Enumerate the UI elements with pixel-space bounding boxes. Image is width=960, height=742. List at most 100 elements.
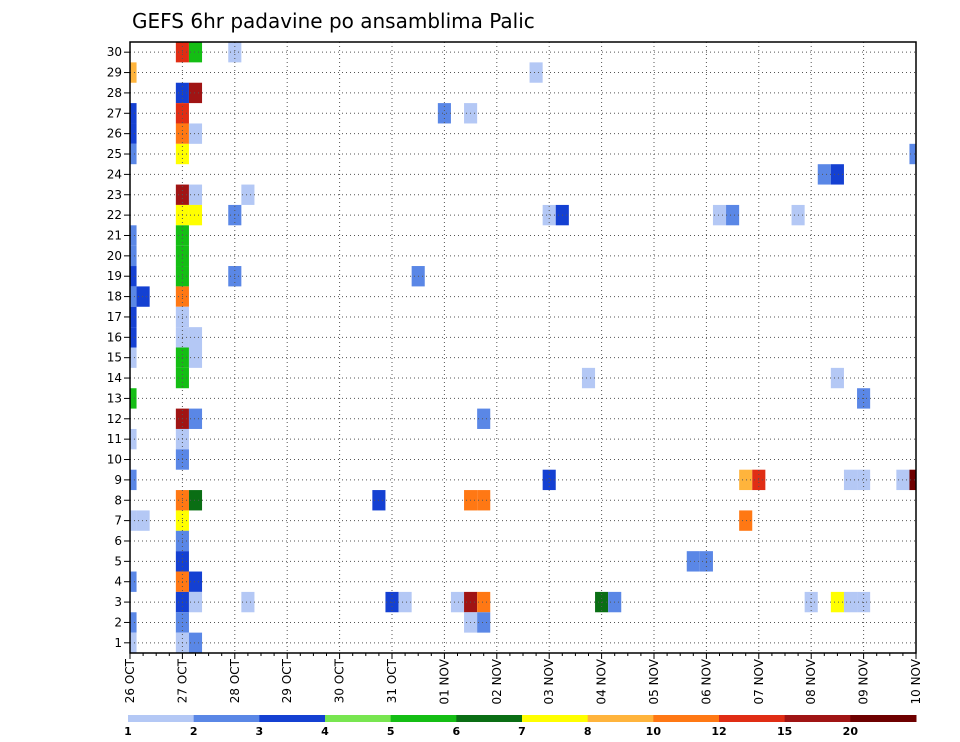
heatmap-cell [130, 306, 137, 328]
x-tick-label: 02 NOV [490, 658, 504, 704]
heatmap-cell [830, 367, 844, 389]
y-tick-label: 3 [114, 595, 122, 609]
colorbar-label: 6 [453, 725, 461, 738]
y-tick-label: 6 [114, 534, 122, 548]
y-tick-label: 27 [107, 106, 122, 120]
colorbar-label: 20 [843, 725, 859, 738]
heatmap-cell [398, 591, 412, 613]
heatmap-cell [136, 286, 150, 307]
colorbar-swatch [719, 715, 786, 722]
heatmap-cell [188, 42, 203, 63]
x-tick-label: 28 OCT [228, 658, 242, 703]
colorbar-swatch [653, 715, 720, 722]
heatmap-cell [130, 612, 137, 633]
heatmap-cell [130, 123, 137, 144]
heatmap-cell [909, 143, 916, 165]
colorbar-swatch [784, 715, 851, 722]
y-tick-label: 11 [107, 432, 122, 446]
y-tick-label: 1 [114, 636, 122, 650]
x-tick-label: 04 NOV [595, 658, 609, 704]
heatmap-cell [130, 571, 137, 592]
heatmap-cell [130, 428, 137, 450]
heatmap-cell [188, 591, 203, 613]
heatmap-cell [437, 103, 451, 124]
y-tick-label: 8 [114, 493, 122, 507]
heatmap-cell [130, 143, 137, 165]
y-tick-label: 16 [107, 330, 122, 344]
x-tick-label: 26 OCT [123, 658, 137, 703]
colorbar-label: 1 [124, 725, 132, 738]
x-tick-label: 01 NOV [437, 658, 451, 704]
y-tick-label: 19 [107, 269, 122, 283]
colorbar-swatch [259, 715, 326, 722]
colorbar-swatch [390, 715, 457, 722]
colorbar-swatch [128, 715, 195, 722]
heatmap-cell [130, 388, 137, 409]
heatmap-cell [477, 490, 491, 511]
heatmap-cell [739, 510, 753, 531]
heatmap-cell [130, 347, 137, 368]
y-tick-label: 20 [107, 249, 122, 263]
heatmap-cell [477, 408, 491, 429]
heatmap-cell [130, 632, 137, 653]
heatmap-cell [130, 286, 137, 307]
heatmap-cell [130, 469, 137, 491]
heatmap-cell [477, 591, 491, 613]
colorbar-label: 5 [387, 725, 395, 738]
heatmap-cell [542, 204, 556, 226]
heatmap-cell [188, 632, 203, 653]
x-tick-label: 06 NOV [699, 658, 713, 704]
heatmap-cell [857, 469, 871, 491]
colorbar-swatch [456, 715, 523, 722]
heatmap-cell [188, 347, 203, 368]
heatmap-cell [188, 490, 203, 511]
heatmap-cell [686, 551, 700, 572]
heatmap-cell [830, 164, 844, 185]
y-tick-label: 26 [107, 127, 122, 141]
x-tick-label: 05 NOV [647, 658, 661, 704]
x-tick-label: 29 OCT [280, 658, 294, 703]
grid-lines [130, 42, 916, 653]
x-tick-label: 31 OCT [385, 658, 399, 703]
colorbar-label: 3 [256, 725, 264, 738]
colorbar-swatch [522, 715, 589, 722]
y-tick-label: 18 [107, 290, 122, 304]
colorbar-label: 15 [777, 725, 792, 738]
y-tick-label: 2 [114, 615, 122, 629]
heatmap-cell [726, 204, 740, 226]
x-tick-label: 30 OCT [333, 658, 347, 703]
heatmap-cell [450, 591, 465, 613]
y-tick-label: 15 [107, 351, 122, 365]
heatmap-cell [581, 367, 596, 389]
x-tick-label: 03 NOV [542, 658, 556, 704]
y-tick-label: 10 [107, 453, 122, 467]
y-tick-label: 29 [107, 66, 122, 80]
heatmap-cell [909, 469, 916, 491]
y-tick-label: 21 [107, 228, 122, 242]
colorbar-swatch [850, 715, 917, 722]
heatmap-cell [188, 82, 203, 104]
heatmap-cell [188, 123, 203, 144]
heatmap-cell [188, 408, 203, 429]
colorbar-label: 8 [584, 725, 592, 738]
heatmap-cell [130, 103, 137, 124]
heatmap-cell [188, 184, 203, 205]
heatmap-cell [542, 469, 556, 491]
y-tick-label: 9 [114, 473, 122, 487]
heatmap-cell [188, 204, 203, 226]
y-tick-label: 12 [107, 412, 122, 426]
heatmap-cell [739, 469, 753, 491]
colorbar-label: 7 [518, 725, 526, 738]
y-tick-label: 25 [107, 147, 122, 161]
x-tick-label: 09 NOV [857, 658, 871, 704]
colorbar-label: 10 [646, 725, 662, 738]
y-axis: 1234567891011121314151617181920212223242… [107, 45, 130, 650]
y-tick-label: 24 [107, 167, 122, 181]
chart-title: GEFS 6hr padavine po ansamblima Palic [132, 9, 535, 33]
heatmap-cell [529, 62, 543, 83]
y-tick-label: 4 [114, 575, 122, 589]
heatmap-cell [477, 612, 491, 633]
y-tick-label: 14 [107, 371, 122, 385]
x-axis: 26 OCT 27 OCT 28 OCT 29 OCT 30 OCT 31 OCT 01 N… [123, 653, 923, 705]
y-tick-label: 5 [114, 554, 122, 568]
